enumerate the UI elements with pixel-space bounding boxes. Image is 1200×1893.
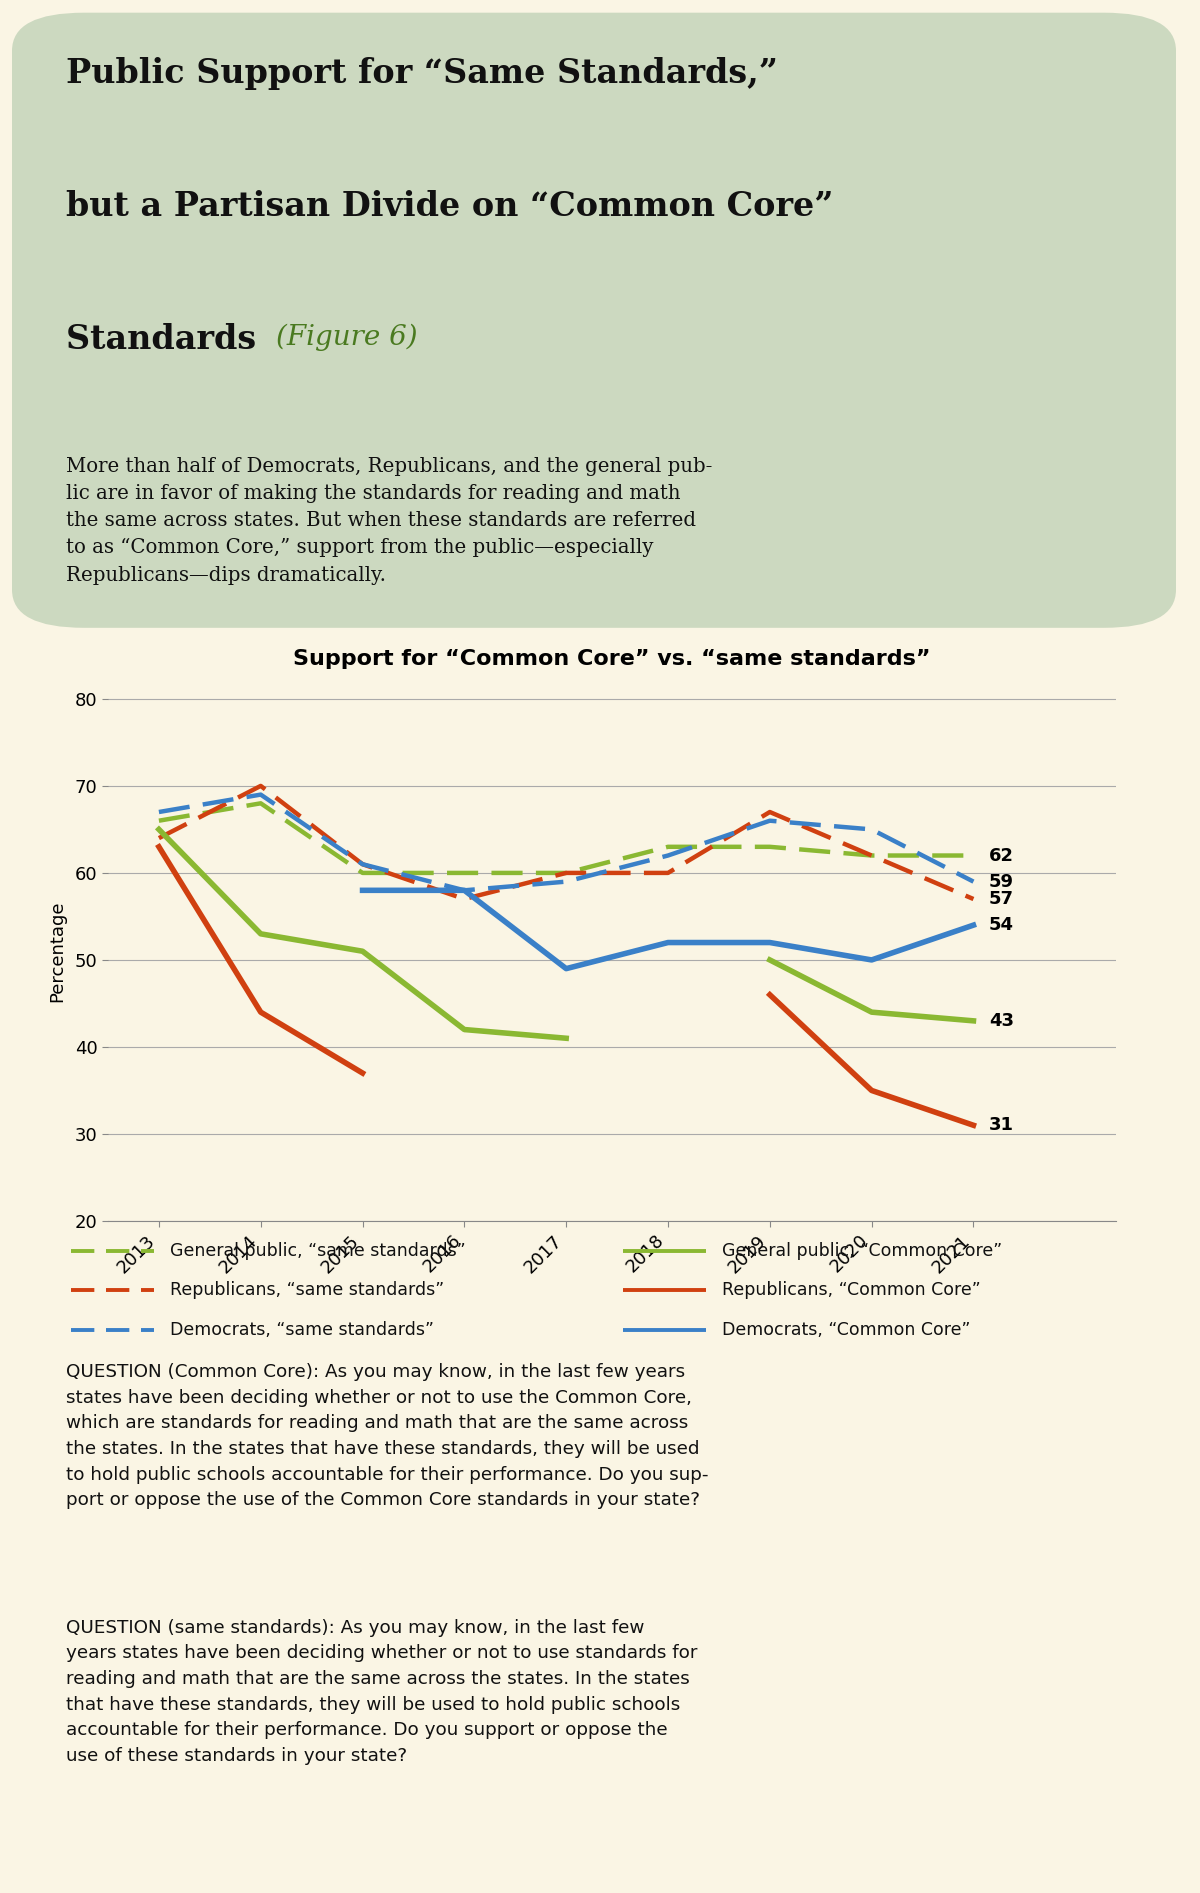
Text: Republicans, “same standards”: Republicans, “same standards” <box>170 1280 445 1299</box>
Text: QUESTION (Common Core): As you may know, in the last few years
states have been : QUESTION (Common Core): As you may know,… <box>66 1363 708 1509</box>
Text: 57: 57 <box>989 890 1014 909</box>
Title: Support for “Common Core” vs. “same standards”: Support for “Common Core” vs. “same stan… <box>293 649 931 668</box>
Text: Democrats, “same standards”: Democrats, “same standards” <box>170 1321 434 1340</box>
Text: 59: 59 <box>989 873 1014 890</box>
Text: General public, “Common Core”: General public, “Common Core” <box>722 1242 1003 1261</box>
Text: 62: 62 <box>989 846 1014 865</box>
Text: Standards: Standards <box>66 324 268 356</box>
Text: Republicans, “Common Core”: Republicans, “Common Core” <box>722 1280 982 1299</box>
Text: 43: 43 <box>989 1013 1014 1030</box>
Text: General public, “same standards”: General public, “same standards” <box>170 1242 466 1261</box>
Text: More than half of Democrats, Republicans, and the general pub-
lic are in favor : More than half of Democrats, Republicans… <box>66 456 713 585</box>
Text: Democrats, “Common Core”: Democrats, “Common Core” <box>722 1321 971 1340</box>
Text: 54: 54 <box>989 916 1014 933</box>
Y-axis label: Percentage: Percentage <box>48 901 66 1001</box>
FancyBboxPatch shape <box>12 13 1176 628</box>
Text: (Figure 6): (Figure 6) <box>276 324 418 350</box>
Text: but a Partisan Divide on “Common Core”: but a Partisan Divide on “Common Core” <box>66 189 834 223</box>
Text: QUESTION (same standards): As you may know, in the last few
years states have be: QUESTION (same standards): As you may kn… <box>66 1619 697 1764</box>
Text: 31: 31 <box>989 1117 1014 1134</box>
Text: Public Support for “Same Standards,”: Public Support for “Same Standards,” <box>66 57 778 91</box>
